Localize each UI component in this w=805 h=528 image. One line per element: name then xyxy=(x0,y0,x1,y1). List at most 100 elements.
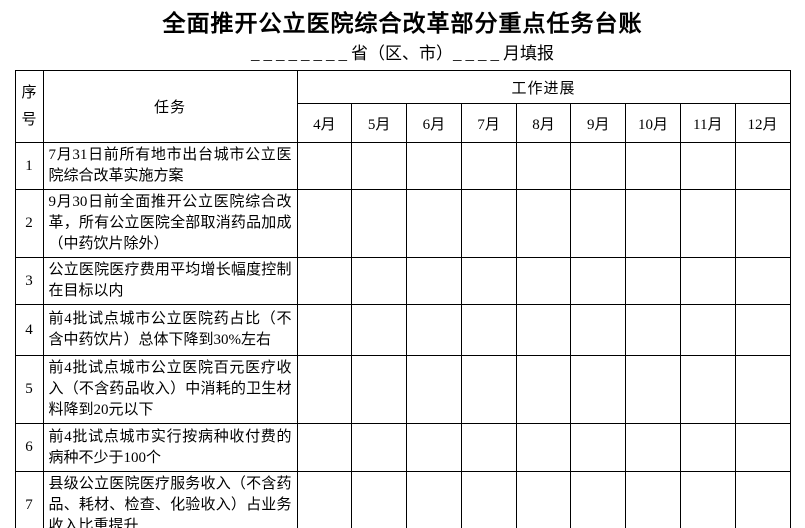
progress-cell[interactable] xyxy=(460,423,517,472)
progress-cell[interactable] xyxy=(679,423,736,472)
row-serial-number: 5 xyxy=(14,355,44,424)
progress-cell[interactable] xyxy=(734,355,791,424)
progress-cell[interactable] xyxy=(460,257,517,305)
header-month: 6月 xyxy=(406,103,462,143)
progress-cell[interactable] xyxy=(406,189,462,258)
progress-cell[interactable] xyxy=(570,471,627,528)
month-blank-field[interactable]: ____ xyxy=(453,44,503,63)
progress-cell[interactable] xyxy=(515,142,572,190)
task-row: 4 前4批试点城市公立医院药占比（不含中药饮片）总体下降到30%左右 xyxy=(14,304,791,356)
progress-cell[interactable] xyxy=(734,304,791,356)
header-serial-number: 序号 xyxy=(14,70,44,143)
progress-cell[interactable] xyxy=(570,189,627,258)
progress-cell[interactable] xyxy=(679,355,736,424)
progress-cell[interactable] xyxy=(515,304,572,356)
progress-cell[interactable] xyxy=(625,257,681,305)
progress-cell[interactable] xyxy=(625,355,681,424)
progress-cell[interactable] xyxy=(570,423,627,472)
progress-cell[interactable] xyxy=(296,142,353,190)
progress-cell[interactable] xyxy=(460,304,517,356)
progress-cell[interactable] xyxy=(351,142,408,190)
progress-cell[interactable] xyxy=(351,423,408,472)
progress-cell[interactable] xyxy=(406,142,462,190)
header-month: 9月 xyxy=(570,103,627,143)
task-row: 1 7月31日前所有地市出台城市公立医院综合改革实施方案 xyxy=(14,142,791,190)
progress-cell[interactable] xyxy=(296,423,353,472)
progress-cell[interactable] xyxy=(734,423,791,472)
progress-cell[interactable] xyxy=(515,423,572,472)
progress-cell[interactable] xyxy=(460,142,517,190)
header-row-progress: 序号 任务 工作进展 xyxy=(14,70,791,143)
progress-cell[interactable] xyxy=(734,189,791,258)
progress-cell[interactable] xyxy=(515,189,572,258)
task-text: 7月31日前所有地市出台城市公立医院综合改革实施方案 xyxy=(42,142,298,190)
progress-cell[interactable] xyxy=(460,355,517,424)
progress-cell[interactable] xyxy=(296,189,353,258)
row-serial-number: 4 xyxy=(14,304,44,356)
task-text: 前4批试点城市公立医院药占比（不含中药饮片）总体下降到30%左右 xyxy=(42,304,298,356)
progress-cell[interactable] xyxy=(406,257,462,305)
progress-cell[interactable] xyxy=(351,304,408,356)
header-month: 11月 xyxy=(679,103,736,143)
progress-cell[interactable] xyxy=(406,304,462,356)
row-serial-number: 1 xyxy=(14,142,44,190)
header-month: 8月 xyxy=(515,103,572,143)
task-row: 2 9月30日前全面推开公立医院综合改革，所有公立医院全部取消药品加成（中药饮片… xyxy=(14,189,791,258)
header-task: 任务 xyxy=(42,70,298,143)
progress-cell[interactable] xyxy=(296,257,353,305)
progress-cell[interactable] xyxy=(734,142,791,190)
progress-cell[interactable] xyxy=(515,355,572,424)
progress-cell[interactable] xyxy=(406,355,462,424)
progress-cell[interactable] xyxy=(351,471,408,528)
header-month: 5月 xyxy=(351,103,408,143)
progress-cell[interactable] xyxy=(625,189,681,258)
progress-cell[interactable] xyxy=(460,189,517,258)
progress-cell[interactable] xyxy=(734,471,791,528)
progress-cell[interactable] xyxy=(679,304,736,356)
province-label: 省（区、市） xyxy=(351,44,453,63)
progress-cell[interactable] xyxy=(679,257,736,305)
header-month: 10月 xyxy=(625,103,681,143)
task-text: 前4批试点城市实行按病种收付费的病种不少于100个 xyxy=(42,423,298,472)
task-text: 9月30日前全面推开公立医院综合改革，所有公立医院全部取消药品加成（中药饮片除外… xyxy=(42,189,298,258)
progress-cell[interactable] xyxy=(570,257,627,305)
task-row: 5 前4批试点城市公立医院百元医疗收入（不含药品收入）中消耗的卫生材料降到20元… xyxy=(14,355,791,424)
task-row: 6 前4批试点城市实行按病种收付费的病种不少于100个 xyxy=(14,423,791,472)
progress-cell[interactable] xyxy=(679,142,736,190)
progress-cell[interactable] xyxy=(515,471,572,528)
province-blank-field[interactable]: ________ xyxy=(251,44,351,63)
progress-cell[interactable] xyxy=(296,471,353,528)
progress-cell[interactable] xyxy=(406,423,462,472)
progress-cell[interactable] xyxy=(625,471,681,528)
task-row: 7 县级公立医院医疗服务收入（不含药品、耗材、检查、化验收入）占业务收入比重提升 xyxy=(14,471,791,528)
progress-cell[interactable] xyxy=(406,471,462,528)
subtitle-suffix: 月填报 xyxy=(503,44,554,63)
progress-cell[interactable] xyxy=(734,257,791,305)
progress-cell[interactable] xyxy=(296,304,353,356)
header-work-progress: 工作进展 xyxy=(296,70,791,104)
header-month: 4月 xyxy=(296,103,353,143)
task-text: 公立医院医疗费用平均增长幅度控制在目标以内 xyxy=(42,257,298,305)
progress-cell[interactable] xyxy=(296,355,353,424)
progress-cell[interactable] xyxy=(351,257,408,305)
progress-cell[interactable] xyxy=(351,189,408,258)
row-serial-number: 6 xyxy=(14,423,44,472)
progress-cell[interactable] xyxy=(570,142,627,190)
page-title: 全面推开公立医院综合改革部分重点任务台账 xyxy=(162,11,643,36)
progress-cell[interactable] xyxy=(351,355,408,424)
progress-cell[interactable] xyxy=(625,142,681,190)
header-month: 7月 xyxy=(460,103,517,143)
progress-cell[interactable] xyxy=(679,189,736,258)
row-serial-number: 3 xyxy=(14,257,44,305)
progress-cell[interactable] xyxy=(570,304,627,356)
progress-cell[interactable] xyxy=(625,304,681,356)
task-text: 前4批试点城市公立医院百元医疗收入（不含药品收入）中消耗的卫生材料降到20元以下 xyxy=(42,355,298,424)
progress-cell[interactable] xyxy=(625,423,681,472)
progress-cell[interactable] xyxy=(570,355,627,424)
task-text: 县级公立医院医疗服务收入（不含药品、耗材、检查、化验收入）占业务收入比重提升 xyxy=(42,471,298,528)
progress-cell[interactable] xyxy=(460,471,517,528)
progress-cell[interactable] xyxy=(515,257,572,305)
progress-cell[interactable] xyxy=(679,471,736,528)
task-row: 3 公立医院医疗费用平均增长幅度控制在目标以内 xyxy=(14,257,791,305)
